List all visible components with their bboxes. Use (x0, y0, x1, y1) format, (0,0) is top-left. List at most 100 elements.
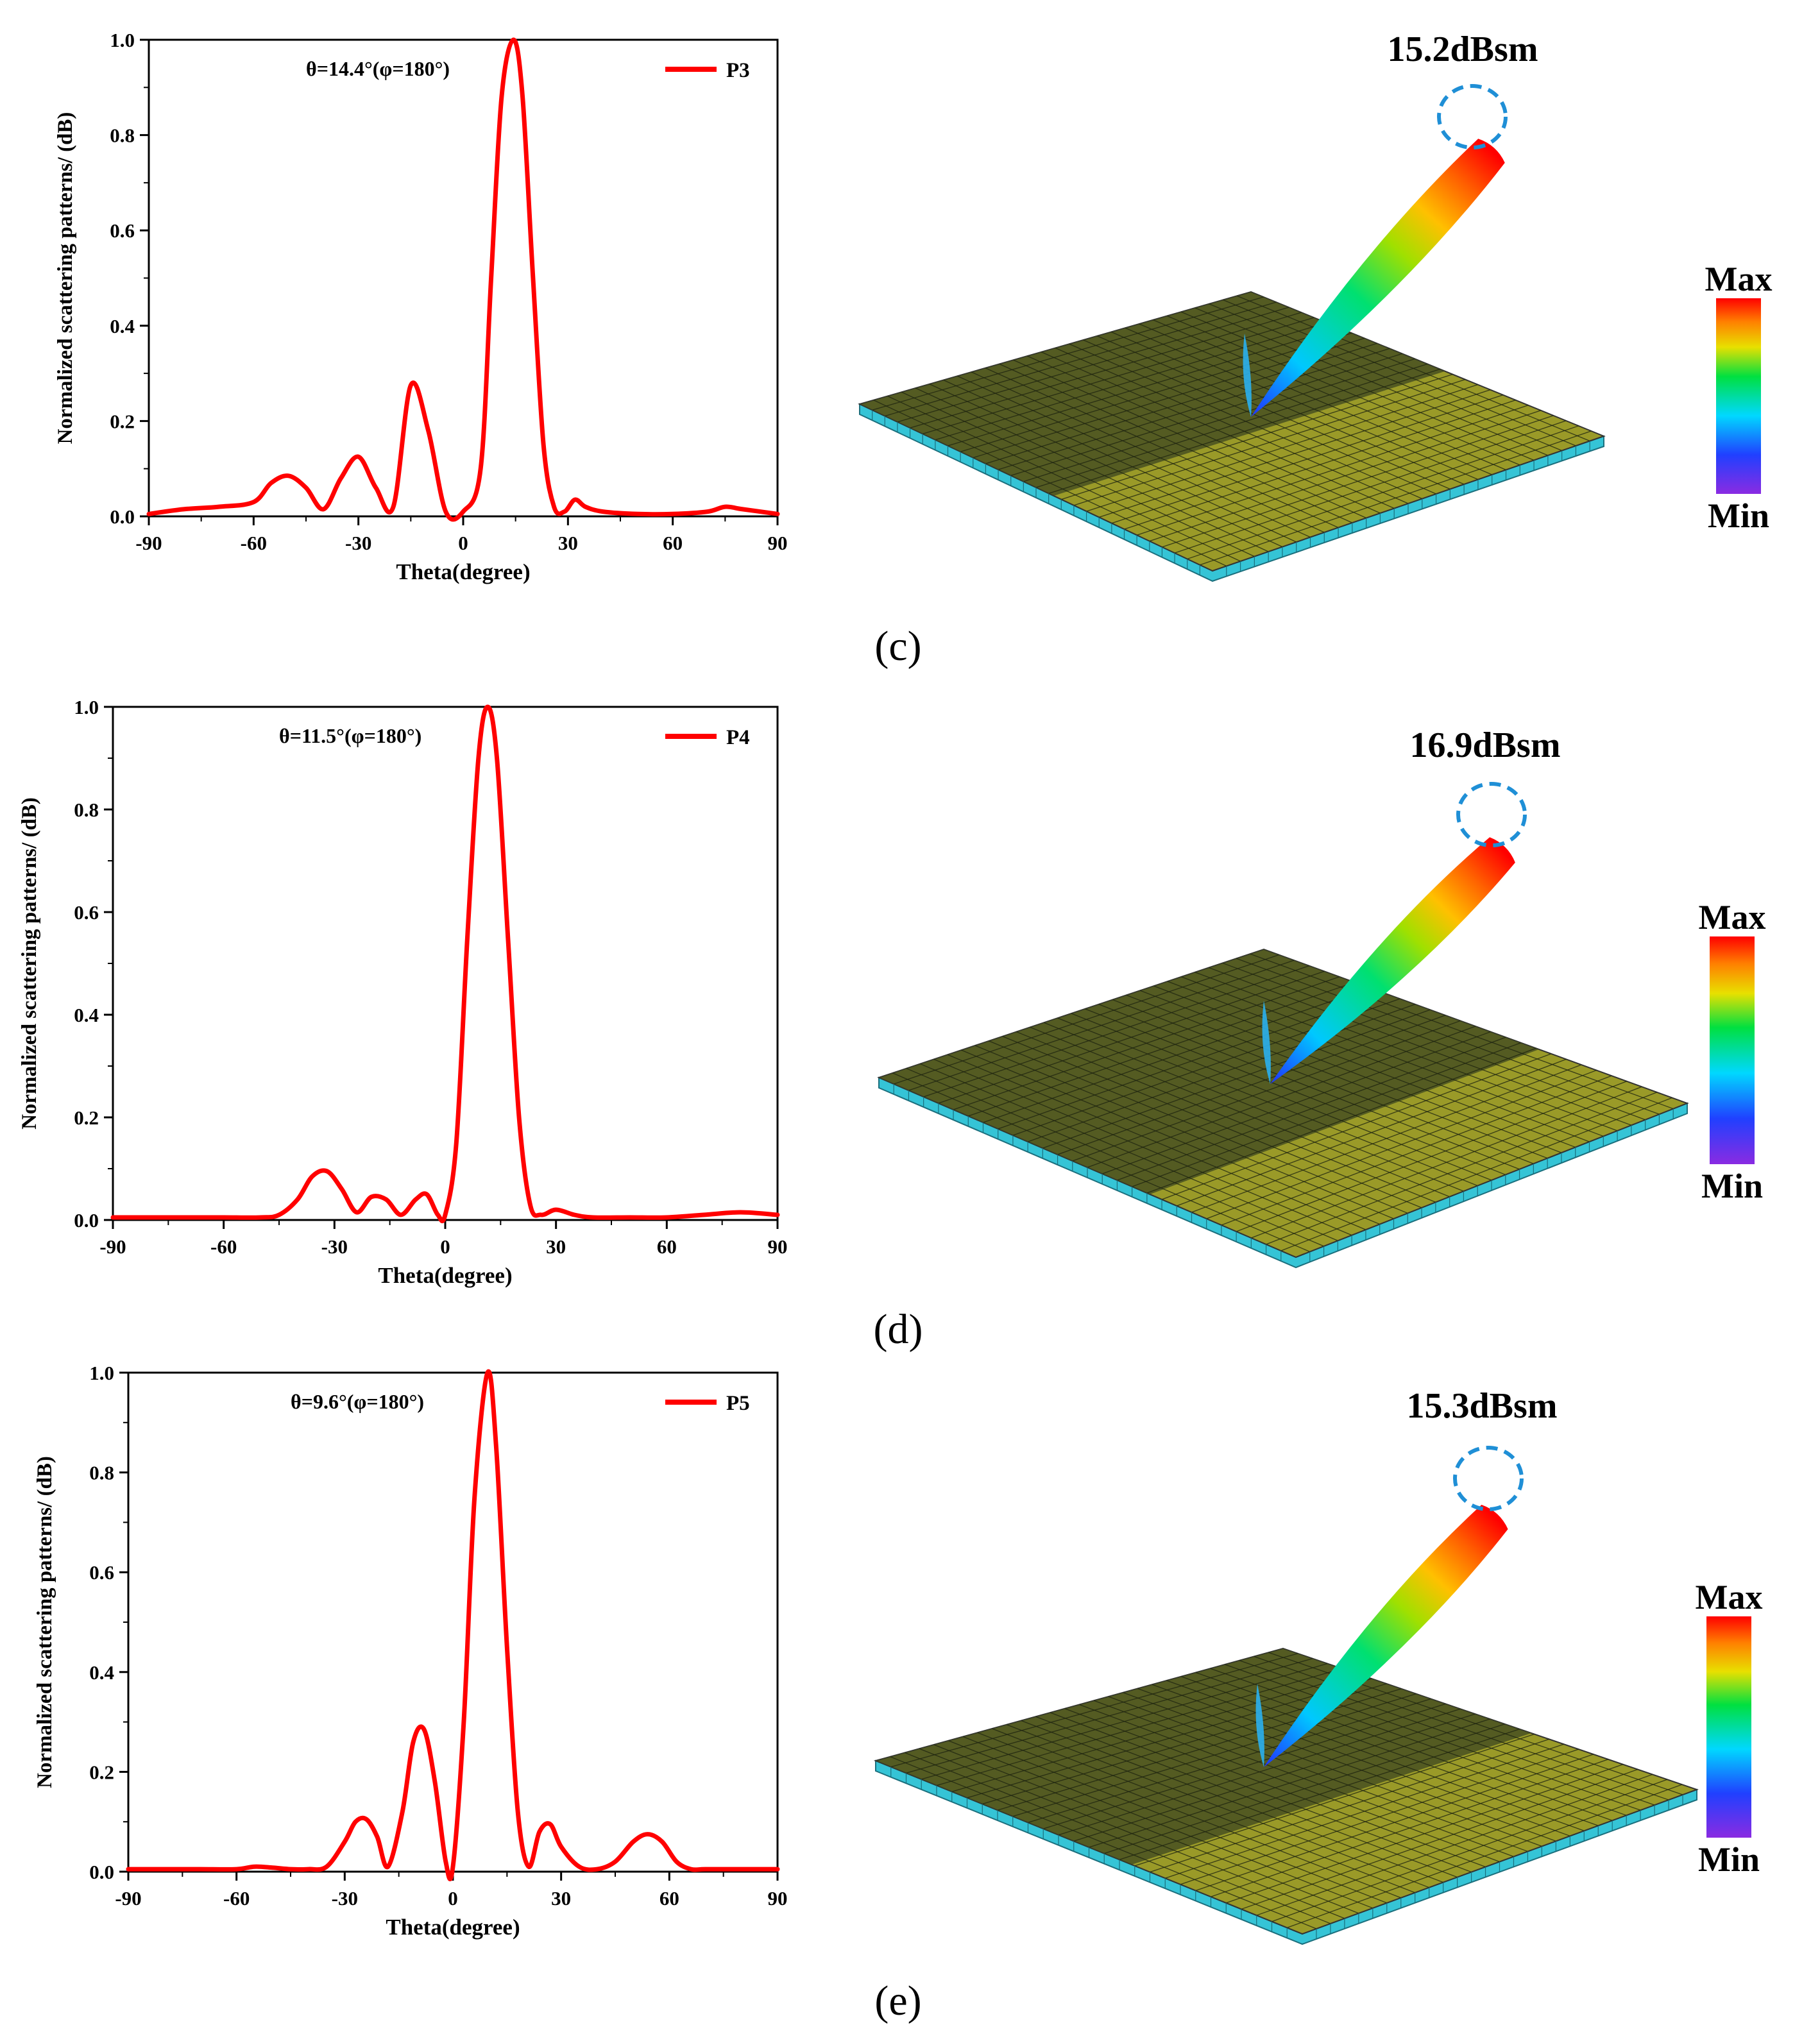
grid-line (1161, 1053, 1552, 1200)
angle-annotation: θ=14.4°(φ=180°) (306, 57, 450, 80)
panel-label-e: (e) (874, 1977, 922, 2024)
side-lobe (1255, 1684, 1264, 1767)
x-tick-label: -90 (99, 1235, 126, 1258)
side-lobe (1262, 1001, 1271, 1084)
grid-line (1104, 1723, 1505, 1854)
peak-value-label: 16.9dBsm (1410, 725, 1561, 765)
y-tick-label: 0.0 (89, 1861, 114, 1883)
grid-line (1111, 394, 1504, 524)
y-tick-label: 0.8 (74, 799, 99, 821)
grid-line (1181, 976, 1604, 1137)
grid-line (1206, 1069, 1597, 1219)
x-tick-label: -90 (135, 532, 162, 554)
scale-min-label: Min (1708, 496, 1769, 535)
x-axis-label: Theta(degree) (396, 559, 530, 584)
grid-line (1165, 1743, 1564, 1879)
series-line-P3 (146, 37, 780, 522)
grid-line (1101, 1031, 1491, 1174)
grid-line (1180, 311, 1535, 461)
grid-line (1123, 1692, 1542, 1847)
grid-line (1209, 303, 1562, 452)
grid-line (1251, 1086, 1642, 1239)
grid-line (1162, 415, 1554, 548)
grid-line (1195, 307, 1549, 456)
grid-line (1087, 1026, 1476, 1168)
peak-value-label: 15.2dBsm (1388, 30, 1538, 69)
scattering-chart-d: -90 -60 -30 0 30 60 90 0.0 0.2 0.4 0.6 0.8 1.0 Theta(… (18, 696, 788, 1288)
grid-line (1174, 420, 1567, 554)
grid-line (1117, 1037, 1506, 1181)
peak-highlight-ring (1456, 782, 1527, 847)
y-tick-label: 0.0 (110, 505, 135, 528)
y-tick-label: 0.2 (110, 410, 135, 432)
grid-line (1195, 972, 1618, 1131)
peak-highlight-ring (1437, 84, 1508, 149)
grid-line (1181, 1676, 1599, 1826)
grid-line (1110, 331, 1465, 485)
grid-line (1134, 1733, 1535, 1867)
grid-line (1112, 999, 1534, 1164)
grid-line (1048, 368, 1440, 494)
grid-line (1226, 1764, 1624, 1904)
scattering-chart-c: -90 -60 -30 0 30 60 90 0.0 0.2 0.4 0.6 0.8 1.0 Theta(… (54, 29, 788, 584)
grid-line (1073, 378, 1466, 506)
grid-line (1119, 1729, 1520, 1860)
x-tick-label: 90 (768, 1235, 788, 1258)
grid-line (1035, 363, 1428, 488)
grid-line (1209, 967, 1632, 1126)
grid-line (1180, 1749, 1579, 1885)
grid-line (1061, 373, 1453, 500)
grid-line (1241, 1768, 1638, 1910)
simulation-3d-view-d: 16.9dBsm Max Min (877, 725, 1765, 1269)
grid-line (1239, 1660, 1655, 1806)
x-axis-label: Theta(degree) (378, 1263, 512, 1288)
grid-line (1200, 430, 1592, 566)
grid-line (1139, 990, 1562, 1153)
main-beam-lobe (1270, 837, 1515, 1084)
x-tick-label: 30 (558, 532, 578, 554)
grid-line (1136, 405, 1529, 536)
y-tick-label: 0.4 (89, 1661, 114, 1684)
x-tick-label: -60 (210, 1235, 237, 1258)
grid-line (1150, 1738, 1549, 1873)
grid-line (1097, 335, 1450, 490)
x-axis-label: Theta(degree) (386, 1915, 520, 1940)
y-axis-label: Normalized scattering patterns/ (dB) (54, 112, 77, 445)
scale-min-label: Min (1701, 1167, 1763, 1205)
peak-highlight-ring (1453, 1446, 1524, 1511)
color-scale-bar (1710, 936, 1755, 1164)
legend-label: P4 (726, 726, 750, 749)
y-axis-label: Normalized scattering patterns/ (dB) (33, 1456, 56, 1788)
x-tick-label: 90 (768, 1887, 788, 1910)
scale-max-label: Max (1705, 260, 1773, 298)
plot-frame (148, 38, 779, 518)
grid-line (1098, 1004, 1520, 1170)
x-tick-label: 60 (657, 1235, 677, 1258)
grid-line (1221, 1075, 1612, 1226)
y-tick-label: 1.0 (74, 696, 99, 718)
x-tick-label: 30 (551, 1887, 571, 1910)
grid-line (1195, 1754, 1594, 1892)
y-tick-label: 0.8 (89, 1462, 114, 1484)
series-line-P4 (110, 704, 780, 1224)
legend-label: P5 (726, 1392, 750, 1415)
peak-value-label: 15.3dBsm (1407, 1386, 1558, 1426)
grid-line (1146, 1047, 1536, 1194)
x-tick-label: -30 (332, 1887, 358, 1910)
grid-line (1069, 343, 1423, 500)
grid-line (1137, 1688, 1556, 1842)
color-scale-bar (1716, 298, 1761, 494)
grid-line (1149, 410, 1541, 542)
series-line-P5 (126, 1369, 780, 1882)
x-tick-label: 60 (659, 1887, 679, 1910)
grid-line (1280, 1097, 1672, 1251)
grid-line (1089, 1718, 1490, 1848)
scale-min-label: Min (1698, 1840, 1760, 1879)
x-tick-label: -60 (241, 532, 267, 554)
grid-line (1139, 323, 1492, 475)
plot-frame (127, 1371, 779, 1873)
y-tick-label: 0.6 (89, 1561, 114, 1584)
grid-line (1225, 1664, 1641, 1811)
grid-line (1256, 1774, 1653, 1916)
panel-label-d: (d) (873, 1306, 923, 1353)
